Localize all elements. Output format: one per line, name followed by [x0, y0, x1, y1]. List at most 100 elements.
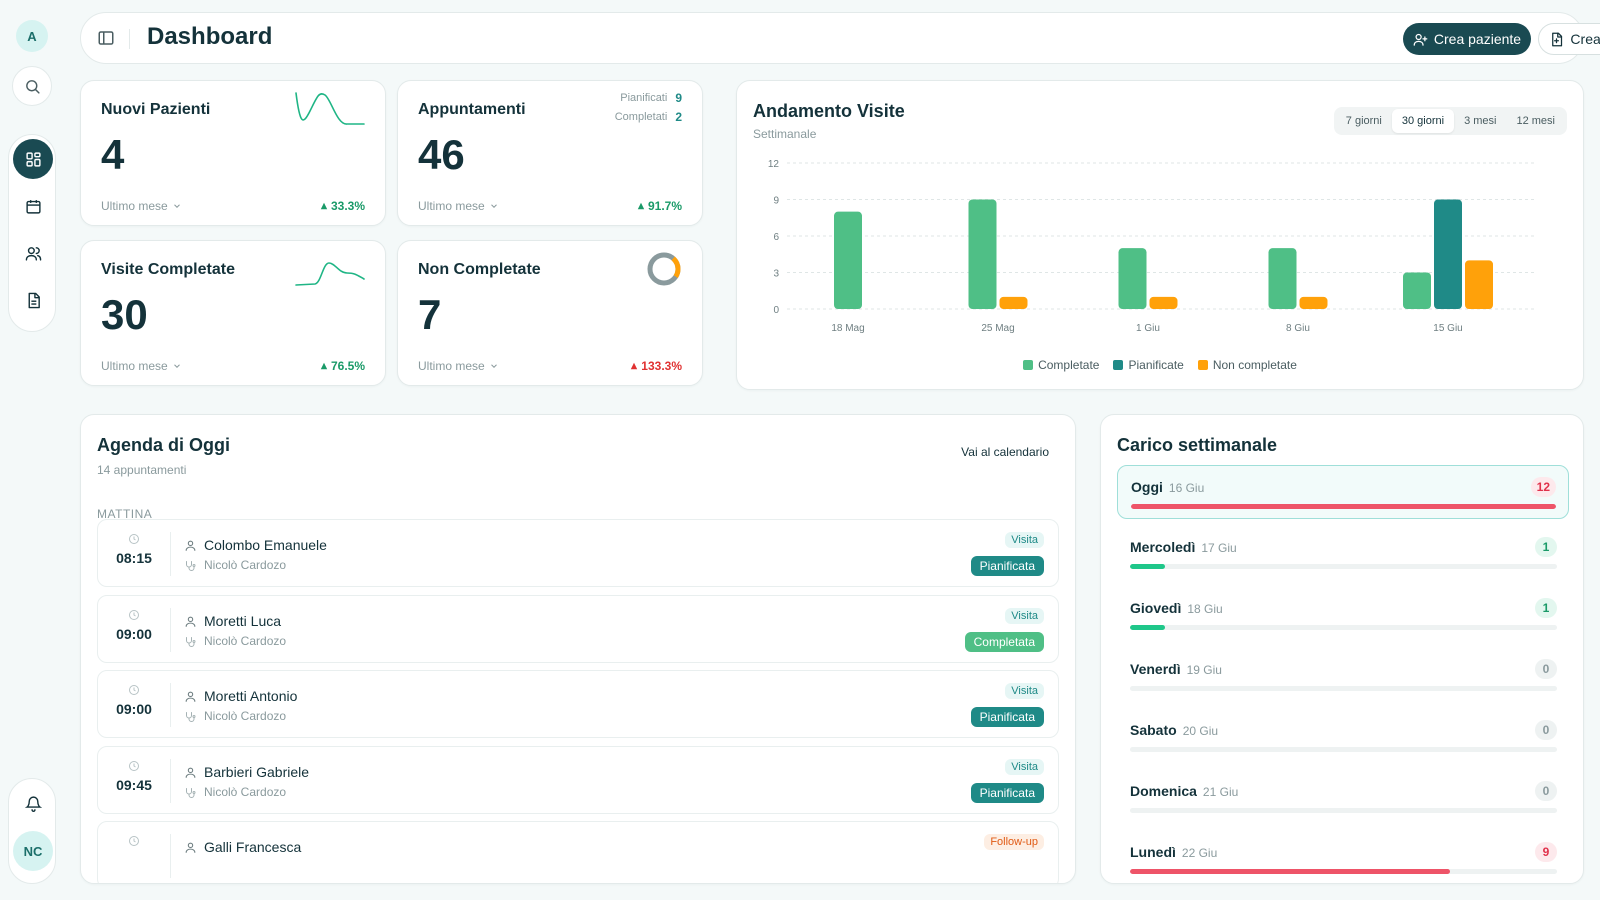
weekly-load-day[interactable]: Sabato 20 Giu 0: [1117, 709, 1569, 763]
patient-name[interactable]: Galli Francesca: [204, 839, 302, 855]
today-agenda-card: Agenda di Oggi 14 appuntamenti Vai al ca…: [80, 414, 1076, 884]
range-option[interactable]: 3 mesi: [1464, 115, 1497, 127]
period-selector[interactable]: Ultimo mese: [418, 359, 499, 373]
appointment-time: 09:45: [116, 776, 152, 793]
notifications-button[interactable]: [13, 783, 53, 823]
stat-card-new-patients: Nuovi Pazienti 4 Ultimo mese 33.3%: [80, 80, 386, 226]
legend-label: Non completate: [1212, 358, 1297, 372]
load-bar-track: [1130, 747, 1557, 752]
weekly-load-card: Carico settimanale Oggi 16 Giu 12 Mercoledì…: [1100, 414, 1584, 884]
weekly-load-day[interactable]: Mercoledì 17 Giu 1: [1117, 526, 1569, 580]
weekly-load-day[interactable]: Giovedì 18 Giu 1: [1117, 587, 1569, 641]
sidebar-item-dashboard[interactable]: [13, 139, 53, 179]
triangle-up-icon: [320, 362, 328, 370]
stat-delta: 91.7%: [637, 199, 682, 213]
patient-name[interactable]: Colombo Emanuele: [204, 537, 327, 553]
period-label: Ultimo mese: [418, 359, 485, 373]
user-avatar[interactable]: NC: [13, 831, 53, 871]
visits-trend-card: 0 3 6 9 12 18 Mag 25 Mag 1 Giu 8 Giu 15 Giu Andam…: [736, 80, 1584, 390]
triangle-up-icon: [631, 362, 638, 370]
appointment-row[interactable]: 09:00 Moretti Luca Nicolò Cardozo Visita Com…: [97, 594, 1059, 663]
patient-name[interactable]: Barbieri Gabriele: [204, 763, 310, 780]
sidebar-nav: [8, 134, 56, 332]
patient-name[interactable]: Moretti Antonio: [204, 688, 298, 704]
range-option[interactable]: 7 giorni: [1345, 115, 1382, 127]
completed-value: 2: [675, 110, 682, 124]
triangle-up-icon: [320, 202, 328, 210]
load-bar-track: [1130, 808, 1557, 813]
status-badge: Pianificata: [970, 782, 1044, 803]
calendar-icon: [25, 199, 41, 214]
weekly-load-day[interactable]: Lunedì 22 Giu 9: [1117, 831, 1569, 883]
delta-value: 76.5%: [330, 359, 365, 373]
day-count-badge: 0: [1535, 781, 1557, 801]
person-icon: [184, 766, 197, 784]
day-date: 16 Giu: [1168, 481, 1205, 495]
chart-subtitle: Settimanale: [753, 127, 817, 141]
day-date: 22 Giu: [1181, 846, 1218, 860]
stat-delta: 33.3%: [320, 199, 365, 213]
sidebar-item-documents[interactable]: [13, 280, 53, 320]
day-name: Domenica 21 Giu: [1130, 783, 1238, 799]
sidebar-item-calendar[interactable]: [13, 186, 53, 226]
day-name-text: Sabato: [1130, 722, 1177, 738]
appointment-row[interactable]: 08:15 Colombo Emanuele Nicolò Cardozo Visit…: [97, 519, 1059, 587]
y-tick-label: 12: [768, 159, 780, 170]
row-divider: [170, 834, 171, 878]
y-tick-label: 3: [773, 269, 779, 280]
bell-icon: [24, 795, 42, 812]
day-name-text: Domenica: [1130, 783, 1197, 799]
stat-delta: 76.5%: [320, 359, 365, 373]
period-label: Ultimo mese: [101, 199, 168, 213]
appointment-row[interactable]: Galli Francesca Follow-up: [97, 821, 1059, 883]
patient-name[interactable]: Moretti Luca: [204, 612, 282, 629]
range-option[interactable]: 12 mesi: [1516, 115, 1555, 127]
chart-title: Andamento Visite: [753, 101, 905, 121]
weekly-load-day[interactable]: Domenica 21 Giu 0: [1117, 770, 1569, 824]
weekly-load-day[interactable]: Oggi 16 Giu 12: [1117, 465, 1569, 519]
legend-swatch: [1023, 360, 1034, 370]
workspace-avatar[interactable]: A: [16, 20, 48, 52]
weekly-load-day[interactable]: Venerdì 19 Giu 0: [1117, 648, 1569, 702]
day-name: Lunedì 22 Giu: [1130, 844, 1217, 860]
period-selector[interactable]: Ultimo mese: [418, 199, 499, 213]
chevron-down-icon: [490, 364, 497, 368]
load-bar-track: [1130, 564, 1557, 569]
range-option[interactable]: 30 giorni: [1391, 109, 1455, 133]
delta-value: 33.3%: [330, 199, 365, 213]
load-bar-fill: [1130, 564, 1166, 569]
load-bar-fill: [1130, 869, 1451, 874]
sidebar-item-patients[interactable]: [13, 233, 53, 273]
period-selector[interactable]: Ultimo mese: [101, 199, 182, 213]
status-badge: Pianificata: [970, 556, 1044, 576]
create-visit-button[interactable]: Crea visita: [1538, 23, 1600, 55]
stat-value: 30: [101, 291, 148, 338]
day-count-badge: 1: [1535, 537, 1557, 557]
status-badge: Completata: [964, 631, 1044, 652]
sidebar-toggle-button[interactable]: [97, 29, 115, 52]
row-divider: [170, 532, 171, 576]
period-label: Ultimo mese: [101, 359, 168, 373]
search-button[interactable]: [12, 66, 52, 106]
period-selector[interactable]: Ultimo mese: [101, 359, 182, 373]
day-name: Venerdì 19 Giu: [1130, 661, 1222, 677]
visit-type-badge: Visita: [1005, 607, 1044, 624]
range-selector: 7 giorni 30 giorni 3 mesi 12 mesi: [1333, 107, 1567, 135]
day-count-badge: 0: [1535, 659, 1557, 679]
create-patient-button[interactable]: Crea paziente: [1403, 23, 1531, 55]
visit-type-badge: Visita: [1005, 532, 1044, 548]
y-tick-label: 9: [773, 196, 779, 207]
row-divider: [170, 683, 171, 727]
stat-card-completed-visits: Visite Completate 30 Ultimo mese 76.5%: [80, 240, 386, 386]
day-name-text: Venerdì: [1130, 661, 1181, 677]
appointment-row[interactable]: 09:00 Moretti Antonio Nicolò Cardozo Visita…: [97, 670, 1059, 738]
document-icon: [28, 292, 40, 308]
chart-legend: Completate Pianificate Non completate: [737, 358, 1583, 372]
triangle-up-icon: [637, 202, 645, 210]
go-to-calendar-link[interactable]: Vai al calendario: [961, 445, 1049, 459]
y-tick-label: 0: [773, 305, 779, 316]
row-divider: [170, 607, 171, 652]
appointment-row[interactable]: 09:45 Barbieri Gabriele Nicolò Cardozo Visi…: [97, 745, 1059, 814]
load-bar-track: [1130, 869, 1557, 874]
user-plus-icon: [1413, 33, 1428, 46]
